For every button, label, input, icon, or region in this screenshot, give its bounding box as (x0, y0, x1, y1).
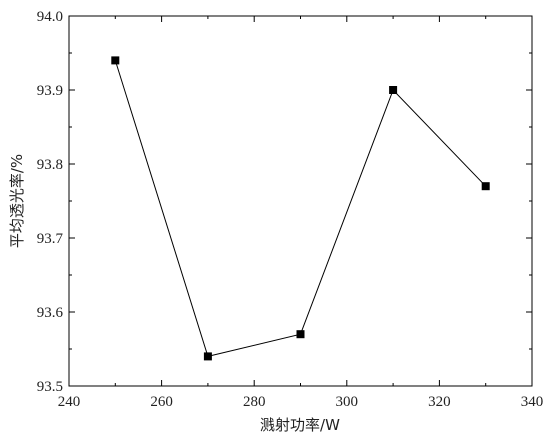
data-point-marker (389, 86, 398, 94)
y-tick-label: 94.0 (37, 9, 63, 25)
x-tick-label: 320 (428, 394, 451, 410)
data-point-marker (296, 330, 305, 339)
x-axis-title: 溅射功率/W (260, 416, 340, 434)
y-axis-ticks: 93.5 93.6 93.7 93.8 93.9 94.0 (37, 9, 532, 395)
y-tick-label: 93.8 (37, 157, 63, 173)
y-tick-label: 93.6 (37, 305, 64, 321)
x-tick-label: 240 (58, 394, 81, 410)
y-tick-label: 93.9 (37, 83, 63, 99)
data-point-marker (111, 56, 120, 65)
x-tick-label: 280 (243, 394, 266, 410)
x-tick-label: 300 (336, 394, 359, 410)
series-layer (111, 56, 490, 361)
data-point-marker (481, 182, 490, 191)
y-tick-label: 93.5 (37, 379, 63, 395)
x-tick-label: 340 (521, 394, 544, 410)
y-axis-title: 平均透光率/% (8, 154, 26, 248)
series-line (114, 60, 487, 357)
data-point-marker (203, 352, 212, 361)
x-tick-label: 260 (150, 394, 173, 410)
x-axis-ticks: 240 260 280 300 320 340 (58, 16, 544, 410)
y-tick-label: 93.7 (37, 231, 64, 247)
